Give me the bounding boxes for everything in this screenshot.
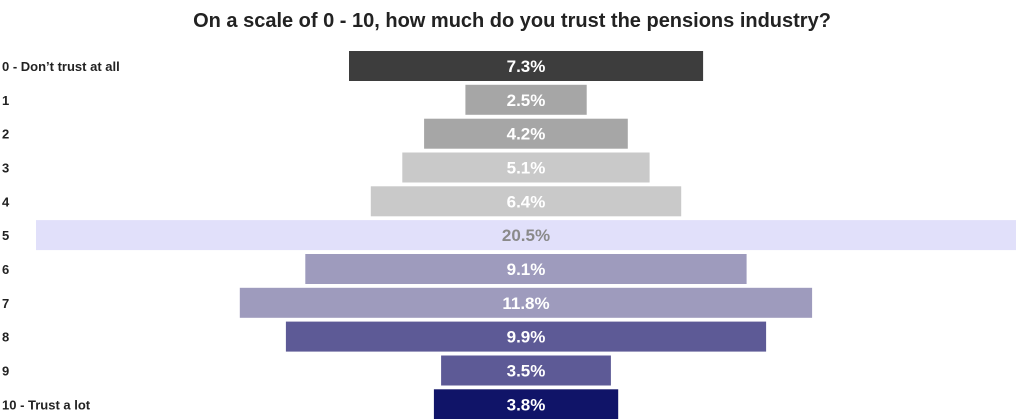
bar-9 xyxy=(441,355,611,386)
value-label-9: 3.5% xyxy=(507,362,546,381)
value-label-8: 9.9% xyxy=(507,328,546,347)
category-label-5: 5 xyxy=(2,228,9,243)
category-label-7: 7 xyxy=(2,296,9,311)
bar-10 xyxy=(433,389,619,419)
category-label-9: 9 xyxy=(2,364,9,379)
bar-2 xyxy=(424,118,628,149)
value-label-10: 3.8% xyxy=(507,395,546,414)
value-label-4: 6.4% xyxy=(507,192,546,211)
value-label-5: 20.5% xyxy=(502,226,550,245)
value-label-0: 7.3% xyxy=(507,57,546,76)
category-label-4: 4 xyxy=(2,194,10,209)
bars-group: 7.3% 0 - Don’t trust at all 2.5% 1 4.2% 2 5.1%… xyxy=(2,51,1016,419)
bar-6 xyxy=(305,254,747,284)
value-label-2: 4.2% xyxy=(507,125,546,144)
bar-5 xyxy=(36,220,1016,251)
category-label-6: 6 xyxy=(2,262,9,277)
value-label-7: 11.8% xyxy=(502,294,549,313)
category-label-10: 10 - Trust a lot xyxy=(2,397,91,412)
category-label-2: 2 xyxy=(2,127,9,142)
bar-8 xyxy=(285,321,767,352)
bar-3 xyxy=(402,152,650,183)
value-label-1: 2.5% xyxy=(507,91,546,110)
bar-4 xyxy=(370,186,682,217)
category-label-3: 3 xyxy=(2,161,9,176)
bar-7 xyxy=(239,287,813,318)
category-label-0: 0 - Don’t trust at all xyxy=(2,59,120,74)
category-label-1: 1 xyxy=(2,93,9,108)
category-label-8: 8 xyxy=(2,330,9,345)
chart-title: On a scale of 0 - 10, how much do you tr… xyxy=(193,10,831,32)
bar-0 xyxy=(349,51,704,81)
bar-1 xyxy=(465,84,587,115)
value-label-6: 9.1% xyxy=(507,260,546,279)
value-label-3: 5.1% xyxy=(507,159,546,178)
